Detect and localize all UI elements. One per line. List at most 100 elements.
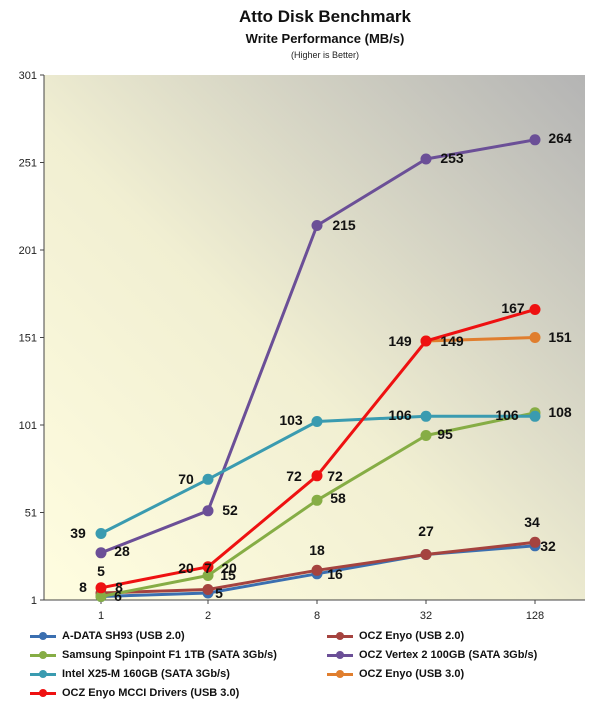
data-label: 106 — [495, 407, 519, 423]
data-label: 5 — [215, 585, 223, 601]
y-tick-label: 301 — [19, 70, 37, 82]
data-point — [420, 153, 432, 165]
data-label: 58 — [330, 490, 346, 506]
legend-label: OCZ Enyo (USB 2.0) — [359, 630, 465, 642]
legend-item: OCZ Enyo (USB 2.0) — [327, 628, 464, 644]
data-label: 52 — [222, 502, 238, 518]
y-tick-label: 51 — [25, 508, 37, 520]
data-label: 70 — [178, 471, 194, 487]
data-point — [202, 570, 214, 581]
data-label: 8 — [79, 579, 87, 595]
series-layer — [95, 134, 541, 602]
legend-swatch — [30, 650, 56, 660]
legend-swatch — [30, 688, 56, 698]
legend-swatch — [327, 650, 353, 660]
data-label: 149 — [388, 333, 412, 349]
data-label: 39 — [70, 525, 86, 541]
data-point — [529, 536, 541, 548]
legend-item: Samsung Spinpoint F1 1TB (SATA 3Gb/s) — [30, 647, 277, 663]
data-point — [95, 591, 107, 602]
x-tick-label: 32 — [420, 610, 432, 622]
data-label: 149 — [440, 333, 464, 349]
legend-label: OCZ Enyo MCCI Drivers (USB 3.0) — [62, 687, 240, 699]
legend-swatch — [327, 669, 353, 679]
data-label: 18 — [309, 542, 325, 558]
data-point — [529, 410, 541, 422]
legend-label: A-DATA SH93 (USB 2.0) — [62, 630, 185, 642]
data-point — [95, 528, 107, 539]
legend-item: A-DATA SH93 (USB 2.0) — [30, 628, 185, 644]
data-label: 7 — [204, 560, 212, 576]
data-label: 103 — [279, 412, 303, 428]
legend-item: OCZ Enyo MCCI Drivers (USB 3.0) — [30, 685, 239, 701]
series-3 — [95, 134, 541, 559]
data-label: 34 — [524, 514, 540, 530]
series-4 — [95, 410, 541, 539]
data-point — [420, 335, 432, 347]
data-point — [95, 547, 107, 559]
data-point — [420, 410, 432, 422]
data-label: 264 — [548, 130, 572, 146]
data-point — [311, 220, 323, 231]
chart-subtitle: Write Performance (MB/s) — [246, 31, 405, 46]
data-label: 106 — [388, 407, 412, 423]
y-tick-label: 251 — [19, 158, 37, 170]
data-point — [311, 416, 323, 427]
data-labels: 5163218273461558951082852215253264397010… — [70, 130, 572, 604]
data-point — [95, 582, 107, 594]
y-tick-label: 1 — [31, 595, 37, 607]
x-tick-label: 1 — [98, 610, 104, 622]
chart-title: Atto Disk Benchmark — [239, 7, 411, 26]
data-label: 108 — [548, 404, 572, 420]
data-label: 16 — [327, 566, 343, 582]
data-label: 8 — [115, 579, 123, 595]
series-6 — [95, 304, 541, 594]
legend-item: OCZ Enyo (USB 3.0) — [327, 666, 464, 682]
data-point — [202, 473, 214, 485]
data-label: 27 — [418, 523, 434, 539]
x-tick-label: 128 — [526, 610, 544, 622]
data-point — [529, 332, 541, 343]
data-point — [202, 505, 214, 517]
data-label: 72 — [286, 468, 302, 484]
legend-item: Intel X25-M 160GB (SATA 3Gb/s) — [30, 666, 230, 682]
legend-label: OCZ Vertex 2 100GB (SATA 3Gb/s) — [359, 649, 538, 661]
data-label: 6 — [114, 588, 122, 604]
x-tick-label: 2 — [205, 610, 211, 622]
legend-swatch — [30, 669, 56, 679]
data-label: 95 — [437, 426, 453, 442]
data-label: 20 — [178, 560, 194, 576]
y-tick-label: 151 — [19, 333, 37, 345]
data-point — [311, 564, 323, 576]
y-tick-label: 201 — [19, 245, 37, 257]
data-label: 28 — [114, 543, 130, 559]
series-line — [425, 336, 536, 343]
data-label: 253 — [440, 150, 464, 166]
chart-note: (Higher is Better) — [291, 50, 359, 60]
data-point — [202, 561, 214, 573]
data-label: 167 — [501, 300, 525, 316]
y-tick-label: 101 — [19, 420, 37, 432]
series-1 — [95, 536, 541, 599]
legend-swatch — [30, 631, 56, 641]
data-point — [529, 134, 541, 146]
data-point — [202, 584, 214, 595]
data-point — [420, 549, 432, 560]
legend-label: Intel X25-M 160GB (SATA 3Gb/s) — [62, 668, 230, 680]
data-label: 72 — [327, 468, 343, 484]
data-label: 20 — [221, 560, 237, 576]
data-point — [311, 494, 323, 506]
data-label: 5 — [97, 563, 105, 579]
data-point — [420, 430, 432, 441]
data-label: 151 — [548, 329, 572, 345]
legend-label: OCZ Enyo (USB 3.0) — [359, 668, 465, 680]
legend-label: Samsung Spinpoint F1 1TB (SATA 3Gb/s) — [62, 649, 277, 661]
legend-item: OCZ Vertex 2 100GB (SATA 3Gb/s) — [327, 647, 537, 663]
data-point — [529, 304, 541, 315]
data-label: 215 — [332, 217, 356, 233]
data-label: 32 — [540, 538, 556, 554]
x-tick-label: 8 — [314, 610, 320, 622]
data-label: 15 — [220, 567, 236, 583]
